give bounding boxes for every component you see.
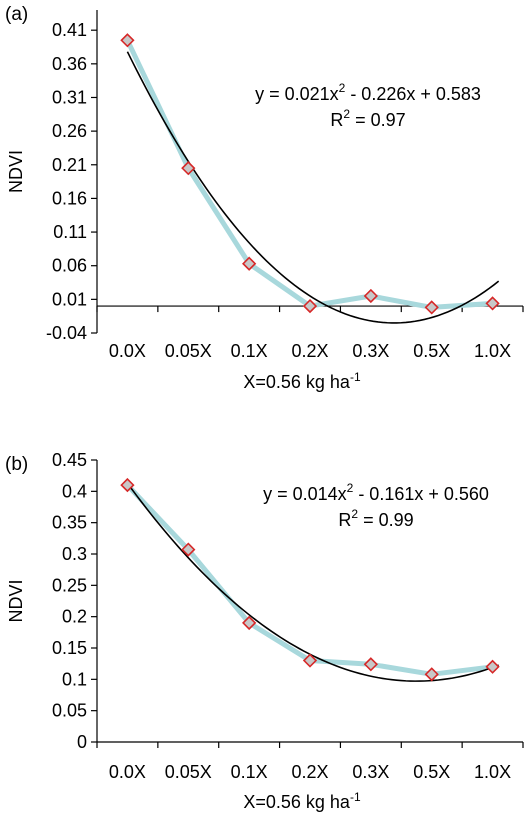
data-point <box>181 161 196 176</box>
data-point <box>424 667 439 682</box>
y-tick-label: 0.26 <box>52 121 87 141</box>
y-tick-label: 0.16 <box>52 188 87 208</box>
trendline-equation: y = 0.021x2 - 0.226x + 0.583 <box>255 81 481 104</box>
x-tick-label: 0.05X <box>165 762 212 782</box>
y-tick-label: 0.2 <box>62 607 87 627</box>
data-point <box>363 288 378 304</box>
chart-panel-b: (b) 0 0.05 0.1 0.15 0.2 0.25 0.3 0.35 0.4 0.45 0.0X… <box>5 450 524 812</box>
panel-label: (a) <box>5 4 28 25</box>
x-tick-label: 0.3X <box>352 341 389 361</box>
x-tick-label: 0.1X <box>231 341 268 361</box>
data-point <box>485 296 500 311</box>
x-tick-label: 1.0X <box>474 341 511 361</box>
r-squared-label: R2 = 0.99 <box>338 507 413 530</box>
chart-panel-a: (a) -0.04 0.01 0.06 0.11 0.16 0.21 0.26 0.31 0.36… <box>5 4 524 392</box>
series-line <box>124 482 496 677</box>
y-tick-label: 0.25 <box>52 575 87 595</box>
x-tick-label: 0.0X <box>109 341 146 361</box>
data-point <box>485 659 500 674</box>
x-axis-title: X=0.56 kg ha-1 <box>243 790 361 812</box>
trendline <box>126 482 499 682</box>
y-tick-label: 0.1 <box>62 669 87 689</box>
y-tick-label: 0.11 <box>53 222 87 242</box>
y-tick-label: 0.31 <box>52 87 87 107</box>
x-tick-label: 1.0X <box>474 762 511 782</box>
data-point <box>302 653 318 668</box>
data-point <box>424 300 439 315</box>
x-tick-label: 0.2X <box>291 341 328 361</box>
y-tick-label: 0.01 <box>52 289 87 309</box>
y-tick-label: 0.05 <box>52 701 87 721</box>
y-axis-title: NDVI <box>6 150 26 193</box>
data-point <box>120 33 135 48</box>
r-squared-label: R2 = 0.97 <box>330 107 405 130</box>
panel-label: (b) <box>5 454 28 475</box>
x-axis-title: X=0.56 kg ha-1 <box>243 370 361 392</box>
y-tick-label: 0.41 <box>52 20 87 40</box>
y-tick-label: 0.4 <box>62 481 87 501</box>
data-point <box>242 256 257 271</box>
y-tick-label: 0.35 <box>52 513 87 533</box>
data-point <box>242 615 257 631</box>
data-point <box>363 657 378 672</box>
y-tick-label: 0 <box>77 732 87 752</box>
y-tick-label: -0.04 <box>46 323 87 343</box>
y-tick-label: 0.36 <box>52 54 87 74</box>
x-tick-label: 0.05X <box>165 341 212 361</box>
series-line <box>124 37 496 310</box>
x-tick-label: 0.0X <box>109 762 146 782</box>
x-tick-label: 0.5X <box>413 762 450 782</box>
x-tick-label: 0.1X <box>231 762 268 782</box>
y-tick-label: 0.15 <box>52 638 87 658</box>
x-tick-label: 0.5X <box>413 341 450 361</box>
y-tick-label: 0.21 <box>52 155 87 175</box>
data-point <box>302 298 318 314</box>
y-tick-label: 0.3 <box>62 544 87 564</box>
y-tick-label: 0.45 <box>52 450 87 470</box>
x-tick-label: 0.3X <box>352 762 389 782</box>
trendline-equation: y = 0.014x2 - 0.161x + 0.560 <box>263 481 489 504</box>
data-point <box>120 477 135 493</box>
x-tick-label: 0.2X <box>291 762 328 782</box>
data-point <box>181 542 196 557</box>
y-tick-label: 0.06 <box>52 256 87 276</box>
y-axis-title: NDVI <box>6 579 26 622</box>
